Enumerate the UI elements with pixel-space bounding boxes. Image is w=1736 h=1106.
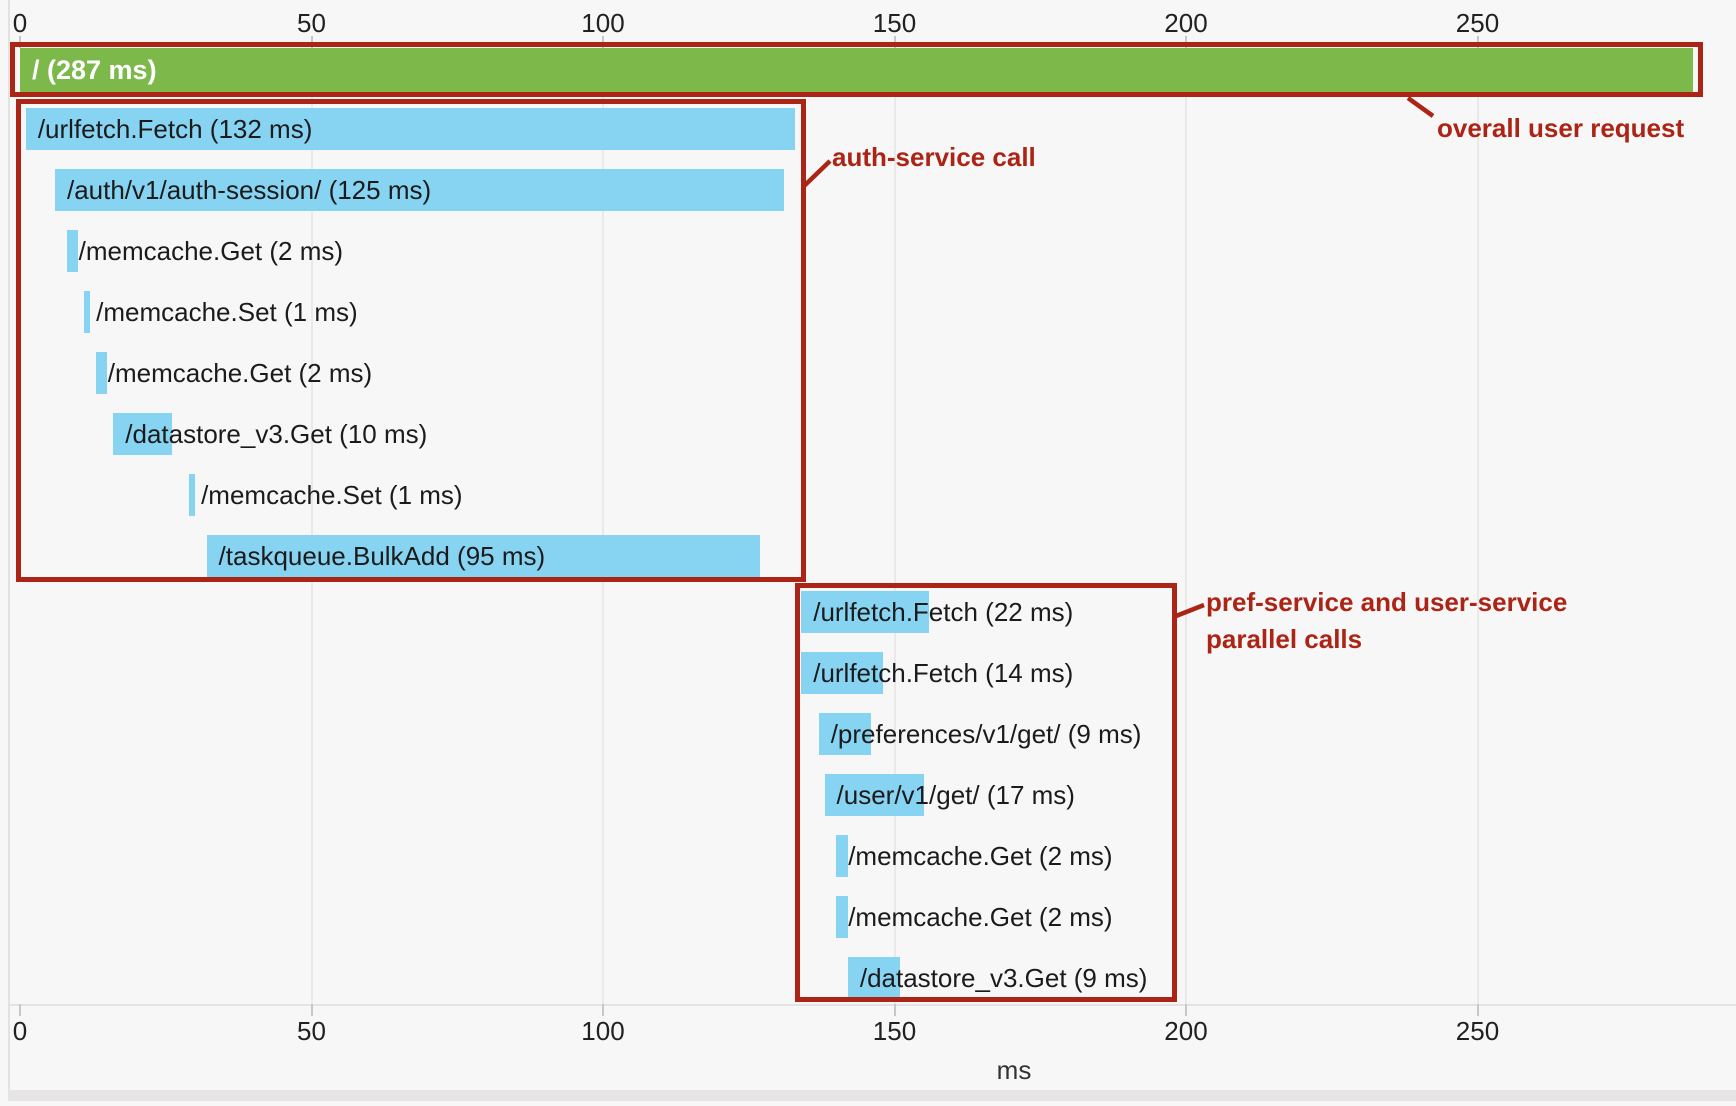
- trace-span-bar-memcache-Get[interactable]: [66, 230, 79, 272]
- top-axis-tick-label-250: 250: [1455, 8, 1500, 38]
- trace-span-label: /datastore_v3.Get (10 ms): [125, 419, 428, 449]
- trace-span-bar-urlfetch-Fetch[interactable]: [25, 108, 796, 150]
- trace-span-bar-memcache-Get[interactable]: [836, 896, 848, 938]
- trace-span-label: /memcache.Get (2 ms): [848, 902, 1113, 932]
- trace-span-bar-preferences-v1-get[interactable]: [818, 713, 872, 755]
- trace-span-bar-memcache-Set[interactable]: [84, 291, 90, 333]
- trace-span-bar-taskqueue-BulkAdd[interactable]: [206, 535, 761, 577]
- trace-span-bar-[interactable]: [20, 48, 1694, 92]
- trace-span-label: /memcache.Get (2 ms): [848, 841, 1113, 871]
- trace-span-label: /preferences/v1/get/ (9 ms): [830, 719, 1142, 749]
- trace-span-label: /auth/v1/auth-session/ (125 ms): [66, 175, 432, 205]
- bottom-tick-150: [893, 1004, 896, 1016]
- trace-span-bar-memcache-Get[interactable]: [836, 835, 848, 877]
- gridline-200: [1185, 36, 1187, 1004]
- trace-span-bar-urlfetch-Fetch[interactable]: [801, 591, 930, 633]
- bottom-axis-tick-label-100: 100: [581, 1016, 625, 1046]
- trace-span-label: /memcache.Set (1 ms): [96, 297, 358, 327]
- trace-span-bar-datastore-v3-Get[interactable]: [847, 957, 901, 999]
- annotation-auth-service-call: auth-service call: [832, 142, 1036, 172]
- top-axis-tick-label-50: 50: [297, 8, 326, 38]
- trace-span-bar-datastore-v3-Get[interactable]: [113, 413, 172, 455]
- trace-span-bar-user-v1-get[interactable]: [824, 774, 924, 816]
- bottom-axis-tick-label-50: 50: [297, 1016, 326, 1046]
- trace-span-label: /urlfetch.Fetch (22 ms): [813, 597, 1074, 627]
- bottom-tick-0: [19, 1004, 21, 1016]
- bottom-axis-tick-label-0: 0: [12, 1016, 28, 1046]
- trace-span-bar-memcache-Set[interactable]: [189, 474, 195, 516]
- top-axis-tick-label-100: 100: [581, 8, 625, 38]
- gridline-250: [1476, 36, 1479, 1004]
- leader-line-auth-service: [801, 159, 832, 189]
- trace-span-bar-memcache-Get[interactable]: [95, 352, 108, 394]
- trace-span-label: /urlfetch.Fetch (14 ms): [813, 658, 1074, 688]
- trace-span-bar-urlfetch-Fetch[interactable]: [801, 652, 883, 694]
- panel-bottom-strip: [8, 1090, 1736, 1101]
- bottom-tick-50: [310, 1004, 313, 1016]
- bottom-axis-tick-label-250: 250: [1455, 1016, 1500, 1046]
- gridline-150: [893, 36, 896, 1004]
- bottom-tick-250: [1476, 1004, 1479, 1016]
- gridline-50: [310, 36, 313, 1004]
- x-axis-line: [8, 1004, 1736, 1006]
- annotation-pref-user-parallel-calls: pref-service and user-service parallel c…: [1206, 584, 1567, 658]
- trace-span-label: /user/v1/get/ (17 ms): [836, 780, 1075, 810]
- x-axis-unit-label: ms: [996, 1055, 1032, 1085]
- trace-span-bar-auth-v1-auth-session[interactable]: [54, 169, 784, 211]
- trace-span-label: /taskqueue.BulkAdd (95 ms): [218, 541, 546, 571]
- top-axis-tick-label-0: 0: [12, 8, 28, 38]
- trace-span-label: /urlfetch.Fetch (132 ms): [37, 114, 313, 144]
- panel-left-border: [8, 0, 10, 1090]
- gridline-100: [602, 36, 604, 1004]
- bottom-tick-200: [1185, 1004, 1187, 1016]
- trace-span-label: / (287 ms): [32, 55, 157, 85]
- top-axis-tick-label-150: 150: [872, 8, 917, 38]
- annotation-line-2: parallel calls: [1206, 624, 1363, 654]
- trace-span-label: /memcache.Get (2 ms): [78, 236, 344, 266]
- bottom-tick-100: [602, 1004, 604, 1016]
- leader-line-pref-user-service: [1175, 602, 1205, 619]
- bottom-axis-tick-label-150: 150: [872, 1016, 917, 1046]
- trace-span-label: /datastore_v3.Get (9 ms): [859, 963, 1148, 993]
- annotation-line-1: pref-service and user-service: [1206, 587, 1568, 617]
- leader-line-overall-request: [1406, 96, 1435, 118]
- trace-span-label: /memcache.Get (2 ms): [107, 358, 373, 388]
- trace-span-label: /memcache.Set (1 ms): [201, 480, 463, 510]
- bottom-axis-tick-label-200: 200: [1164, 1016, 1208, 1046]
- top-axis-tick-label-200: 200: [1164, 8, 1208, 38]
- annotation-overall-user-request: overall user request: [1437, 113, 1685, 143]
